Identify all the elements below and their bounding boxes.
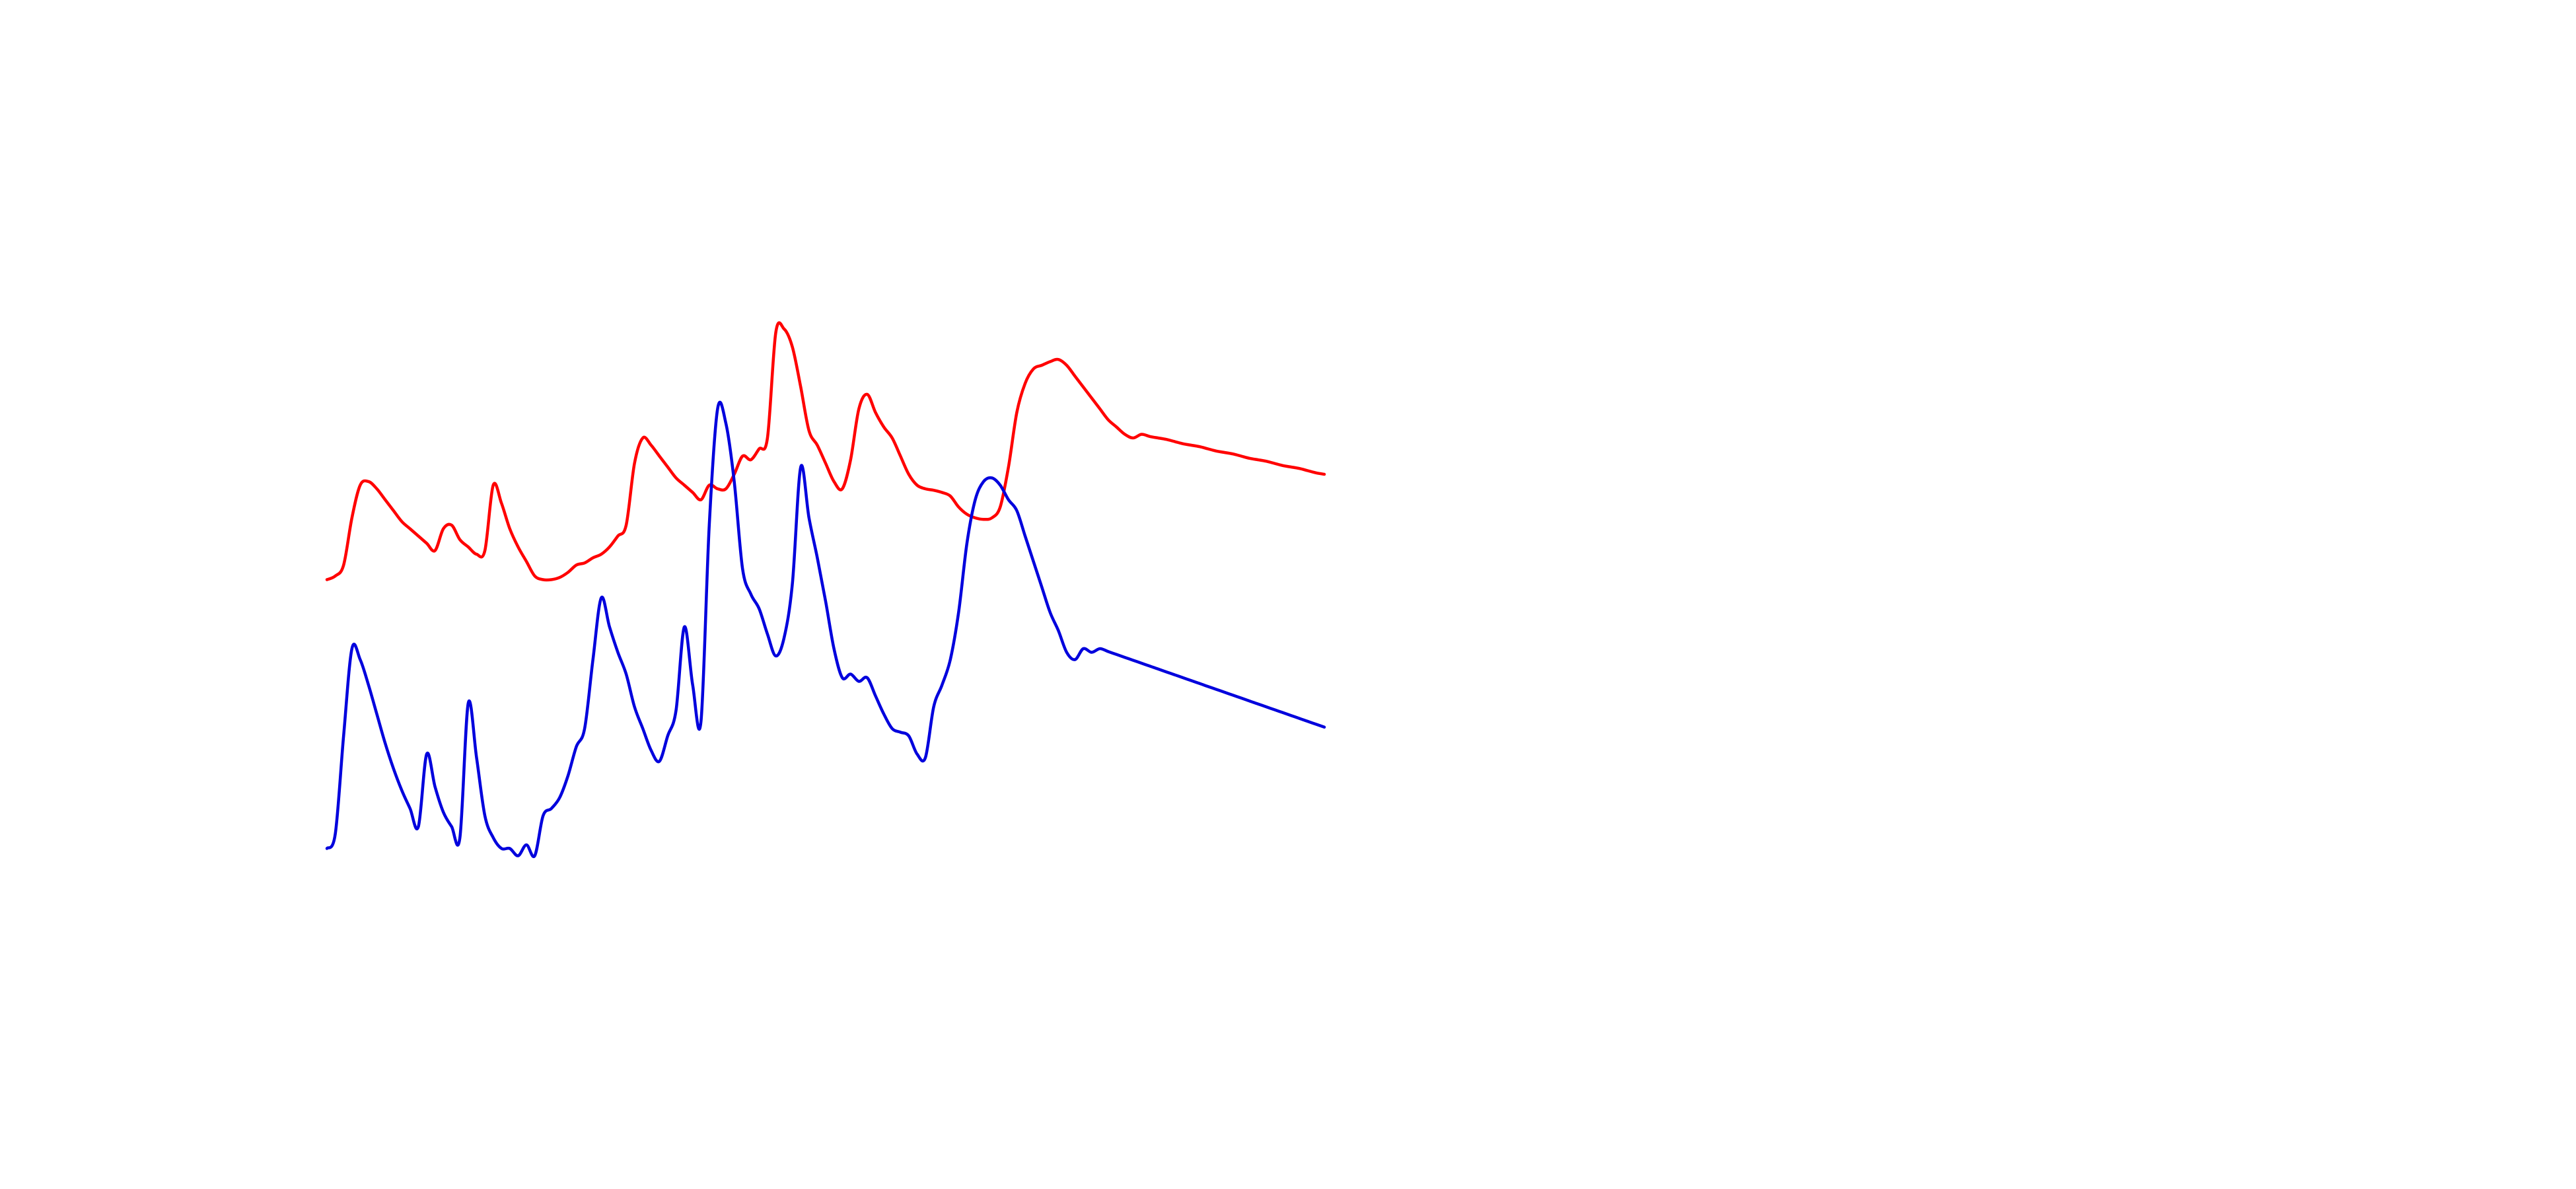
series-layer xyxy=(325,321,1326,859)
series-line-1 xyxy=(325,321,1326,582)
series-line-2 xyxy=(325,400,1326,859)
